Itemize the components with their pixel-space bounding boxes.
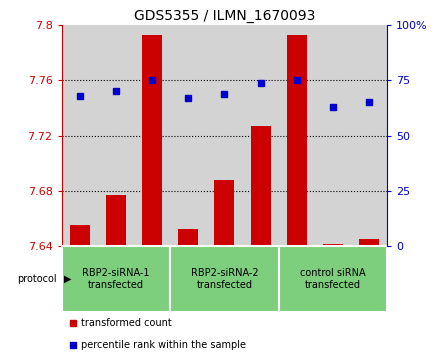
Bar: [279, 246, 387, 313]
Bar: [106, 195, 126, 246]
Bar: [206, 25, 242, 246]
Text: percentile rank within the sample: percentile rank within the sample: [81, 340, 246, 350]
Text: ▶: ▶: [64, 274, 71, 284]
Bar: [214, 180, 235, 246]
Bar: [279, 25, 315, 246]
Bar: [323, 244, 343, 246]
Bar: [170, 246, 279, 313]
Title: GDS5355 / ILMN_1670093: GDS5355 / ILMN_1670093: [134, 9, 315, 23]
Bar: [170, 25, 206, 246]
Text: RBP2-siRNA-2
transfected: RBP2-siRNA-2 transfected: [191, 268, 258, 290]
Text: RBP2-siRNA-1
transfected: RBP2-siRNA-1 transfected: [82, 268, 150, 290]
Bar: [359, 239, 379, 246]
Bar: [287, 35, 307, 246]
Bar: [98, 25, 134, 246]
Bar: [351, 25, 387, 246]
Bar: [70, 225, 90, 246]
Bar: [62, 25, 98, 246]
Text: transformed count: transformed count: [81, 318, 172, 328]
Bar: [315, 25, 351, 246]
Bar: [134, 25, 170, 246]
Text: protocol: protocol: [18, 274, 57, 284]
Bar: [178, 229, 198, 246]
Bar: [62, 246, 170, 313]
Bar: [251, 126, 271, 246]
Text: control siRNA
transfected: control siRNA transfected: [300, 268, 366, 290]
Bar: [142, 35, 162, 246]
Bar: [242, 25, 279, 246]
